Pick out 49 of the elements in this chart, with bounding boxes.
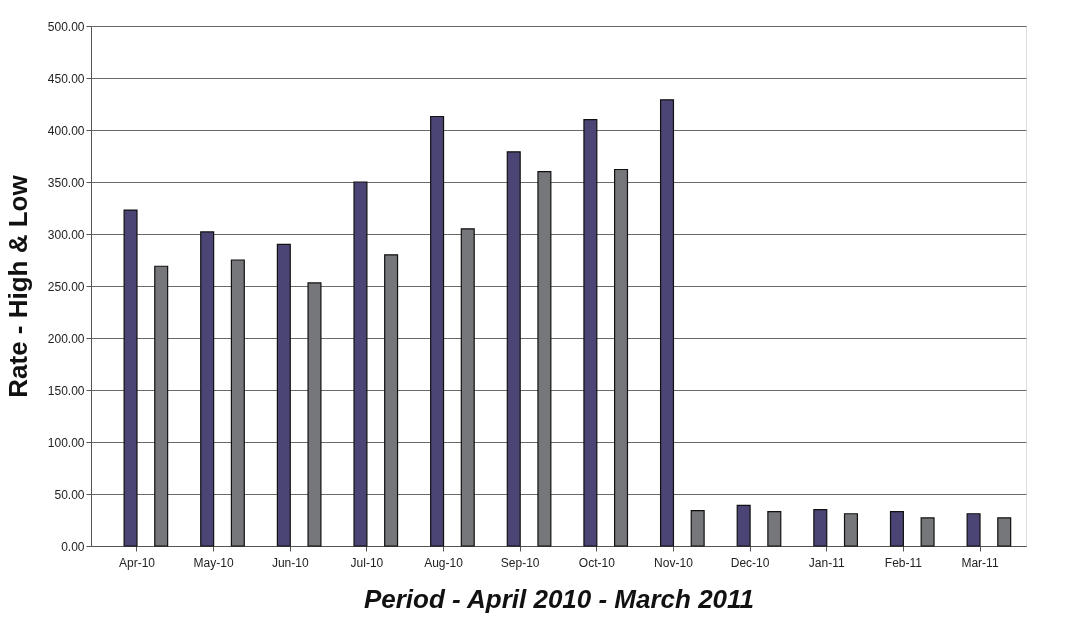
x-tick-label: May-10 (193, 555, 234, 570)
bar (537, 171, 552, 547)
y-tick-label: 50.00 (54, 487, 85, 502)
y-tick-label: 350.00 (47, 175, 85, 190)
x-axis-title: Period - April 2010 - March 2011 (363, 583, 755, 614)
bar (997, 517, 1012, 547)
bar (307, 282, 322, 547)
x-tick-label: Dec-10 (730, 555, 770, 570)
bar (659, 99, 675, 547)
bar (843, 513, 858, 547)
bar (736, 504, 751, 547)
bar (384, 254, 399, 547)
y-axis-title: Rate - High & Low (2, 174, 33, 398)
bar (767, 511, 782, 547)
y-tick-label: 300.00 (47, 227, 85, 242)
x-tick-label: Apr-10 (118, 555, 156, 570)
bar (430, 115, 445, 547)
y-tick-label: 150.00 (47, 383, 85, 398)
x-tick-label: Aug-10 (424, 555, 464, 570)
y-tick-label: 250.00 (47, 279, 85, 294)
y-tick-label: 0.00 (61, 539, 85, 554)
bar (813, 509, 828, 547)
x-tick-label: Jun-10 (271, 555, 309, 570)
y-tick-label: 400.00 (47, 123, 85, 138)
x-tick-label: Mar-11 (961, 555, 999, 570)
x-tick-label: Sep-10 (500, 555, 540, 570)
bar (200, 231, 215, 547)
bar (690, 510, 705, 547)
bar (966, 513, 981, 547)
y-tick-label: 100.00 (47, 435, 85, 450)
y-tick-label: 450.00 (47, 71, 85, 86)
x-tick-label: Oct-10 (578, 555, 616, 570)
bar (230, 259, 245, 547)
bar (123, 209, 138, 547)
x-tick-label: Jan-11 (808, 555, 845, 570)
x-tick-label: Nov-10 (654, 555, 694, 570)
x-tick-label: Feb-11 (884, 555, 923, 570)
y-tick-label: 200.00 (47, 331, 85, 346)
bar (506, 151, 521, 547)
bar (614, 168, 629, 547)
bar (920, 517, 935, 547)
y-tick-label: 500.00 (47, 19, 85, 34)
bar (583, 119, 598, 547)
bar (460, 228, 475, 547)
bar (889, 511, 904, 547)
bar (154, 265, 169, 547)
x-tick-label: Jul-10 (350, 555, 384, 570)
bar (276, 243, 291, 547)
bar (353, 181, 368, 547)
